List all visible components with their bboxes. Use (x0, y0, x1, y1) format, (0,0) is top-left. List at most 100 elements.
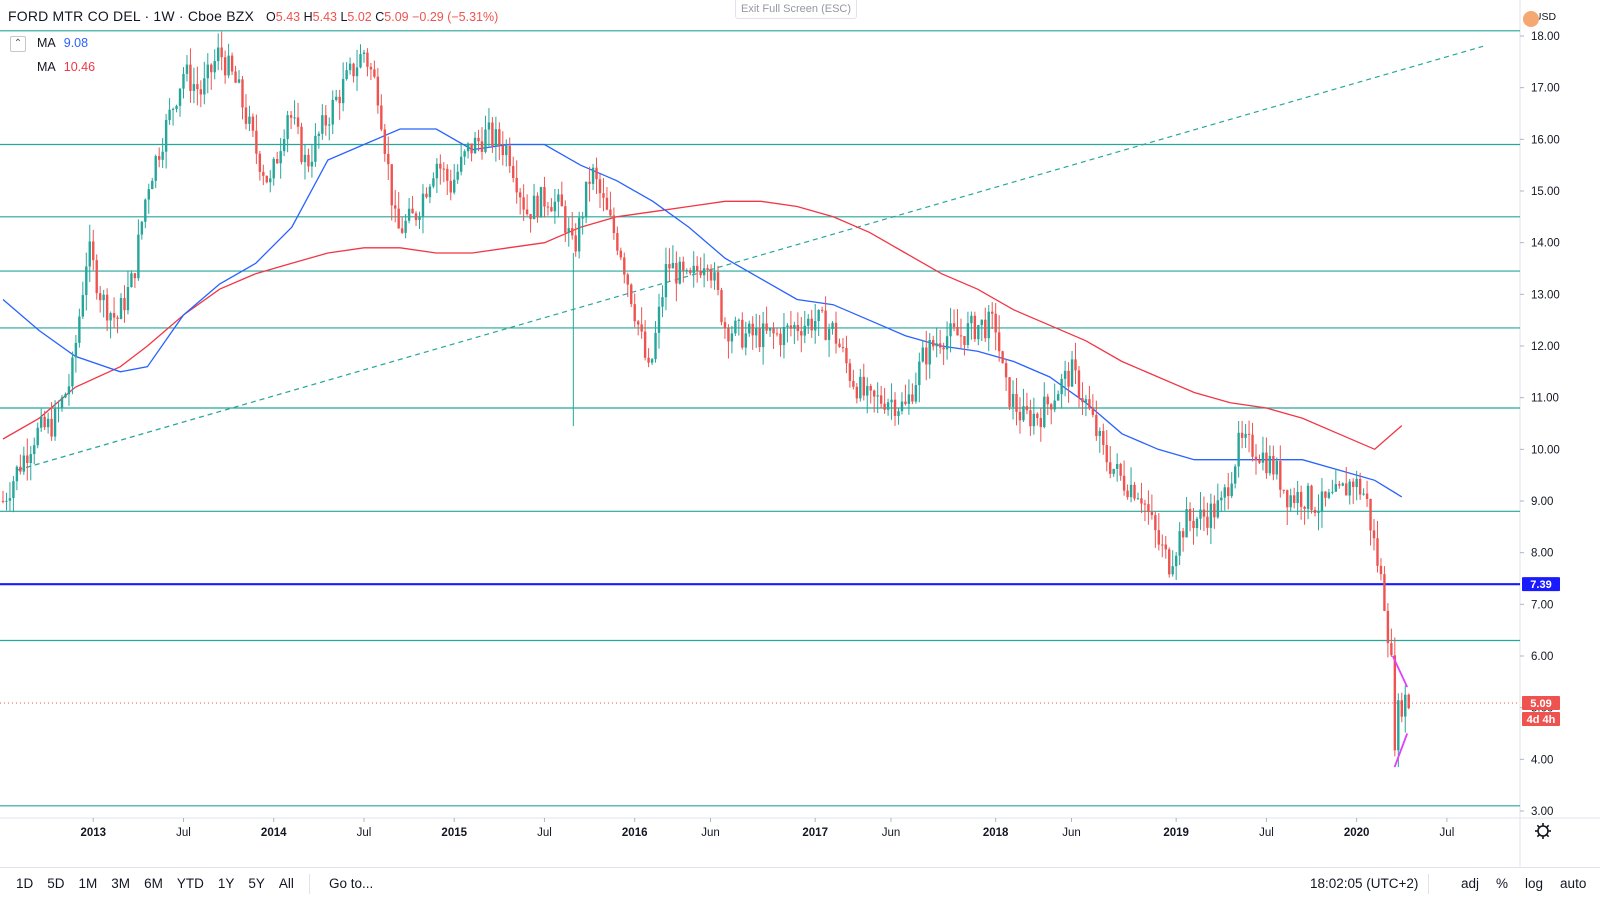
candle-body (581, 217, 584, 219)
candle-body (338, 96, 341, 104)
ma-fast-legend[interactable]: MA 9.08 (37, 36, 89, 50)
candle-body (1161, 544, 1164, 546)
candle-body (463, 151, 466, 157)
x-tick-label: Jun (701, 827, 720, 839)
candle-body (1171, 566, 1174, 575)
candle-body (1022, 406, 1025, 421)
range-ytd[interactable]: YTD (176, 876, 204, 891)
clock[interactable]: 18:02:05 (UTC+2) (1310, 876, 1419, 891)
candle-body (46, 418, 50, 428)
candle-body (716, 272, 720, 291)
candle-body (918, 361, 921, 386)
auto-toggle[interactable]: auto (1560, 876, 1587, 891)
candle-body (480, 141, 484, 152)
y-tick-label: 6.00 (1531, 651, 1553, 663)
candle-body (376, 76, 380, 106)
candle-body (671, 262, 675, 269)
candle-body (171, 108, 175, 110)
candle-body (345, 70, 348, 80)
gear-icon[interactable] (1535, 823, 1551, 839)
candle-body (418, 216, 421, 221)
percent-toggle[interactable]: % (1496, 876, 1509, 891)
candle-body (220, 47, 223, 58)
candle-body (1216, 500, 1220, 518)
candle-body (1282, 489, 1285, 491)
candle-body (1070, 359, 1074, 387)
range-5d[interactable]: 5D (47, 876, 65, 891)
alert-dot-icon[interactable] (1523, 11, 1539, 27)
candle-body (272, 158, 275, 179)
range-5y[interactable]: 5Y (248, 876, 265, 891)
candle-body (237, 79, 241, 83)
candle-body (335, 96, 338, 100)
candle-body (1233, 466, 1237, 484)
log-toggle[interactable]: log (1525, 876, 1544, 891)
candle-body (251, 116, 255, 131)
candle-body (702, 268, 706, 276)
candle-body (1251, 434, 1254, 457)
candle-body (1209, 503, 1213, 528)
candle-body (734, 320, 737, 334)
candle-body (1338, 484, 1341, 486)
candle-body (1157, 530, 1161, 545)
candle-body (1122, 475, 1126, 491)
candle-body (400, 228, 404, 233)
range-6m[interactable]: 6M (144, 876, 163, 891)
x-tick-label: 2013 (80, 827, 106, 839)
goto-button[interactable]: Go to... (329, 876, 374, 891)
candle-body (289, 115, 293, 118)
candle-body (1265, 452, 1268, 474)
candle-body (1247, 433, 1251, 435)
range-all[interactable]: All (278, 876, 294, 891)
price-chart[interactable]: USD3.004.005.006.007.008.009.0010.0011.0… (0, 0, 1600, 867)
candle-body (1018, 411, 1022, 421)
ma-slow-legend[interactable]: MA 10.46 (37, 60, 96, 74)
candle-body (1109, 462, 1112, 474)
candle-body (1358, 478, 1362, 495)
range-1m[interactable]: 1M (78, 876, 98, 891)
candle-body (1143, 503, 1147, 505)
candle-body (459, 156, 463, 172)
candle-body (227, 55, 230, 76)
candle-body (98, 293, 102, 301)
candle-body (206, 64, 209, 79)
candle-body (1115, 464, 1119, 469)
candle-body (1060, 378, 1063, 395)
candle-body (1095, 414, 1098, 436)
candle-body (414, 213, 418, 221)
candle-body (189, 64, 192, 91)
symbol-title[interactable]: FORD MTR CO DEL · 1W · Cboe BZX (8, 8, 255, 24)
candle-body (522, 197, 525, 210)
candle-body (571, 228, 574, 236)
candle-body (1230, 483, 1233, 497)
low-value: 5.02 (347, 10, 372, 24)
candle-body (1324, 491, 1327, 498)
range-3m[interactable]: 3M (111, 876, 131, 891)
candle-body (279, 151, 282, 164)
candle-body (956, 326, 959, 336)
candle-body (664, 264, 668, 298)
candle-body (588, 181, 591, 184)
candle-body (754, 328, 758, 336)
candle-body (605, 197, 609, 210)
candle-body (1317, 511, 1320, 513)
range-1d[interactable]: 1D (16, 876, 34, 891)
candle-body (151, 180, 154, 190)
adj-toggle[interactable]: adj (1461, 876, 1480, 891)
candle-body (95, 260, 98, 294)
candle-body (616, 233, 619, 251)
candle-body (848, 363, 852, 381)
candle-body (442, 168, 446, 170)
candle-body (695, 265, 699, 271)
exit-fullscreen-button[interactable]: Exit Full Screen (ESC) (735, 0, 857, 19)
candle-body (1268, 456, 1272, 474)
candle-body (723, 322, 727, 329)
candle-body (560, 194, 564, 207)
candle-body (130, 273, 133, 287)
candle-body (1296, 491, 1299, 504)
candle-body (1004, 363, 1008, 378)
chevron-up-icon[interactable]: ⌃ (10, 36, 26, 52)
range-1y[interactable]: 1Y (217, 876, 235, 891)
candle-body (657, 306, 661, 333)
candle-body (744, 333, 747, 348)
